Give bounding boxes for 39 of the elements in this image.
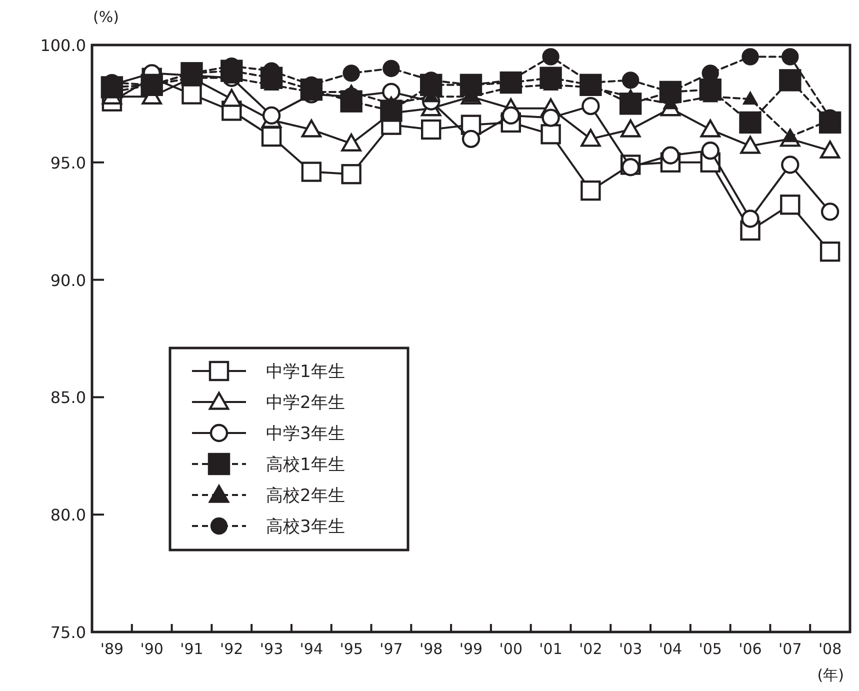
x-tick-label: '93 (260, 640, 284, 658)
legend-label: 中学3年生 (266, 424, 345, 444)
x-tick-label: '99 (459, 640, 483, 658)
legend-item: 中学2年生 (192, 390, 345, 413)
x-tick-label: '98 (419, 640, 443, 658)
legend-item: 中学1年生 (192, 360, 345, 382)
x-tick-label: '97 (380, 640, 403, 658)
x-tick-label: '06 (738, 640, 762, 658)
y-axis-title: (%) (93, 8, 119, 26)
legend-label: 高校3年生 (266, 517, 345, 537)
x-tick-label: '03 (618, 640, 642, 658)
x-tick-label: '91 (180, 640, 204, 658)
legend-label: 高校2年生 (266, 486, 345, 506)
x-tick-label: '95 (340, 640, 363, 658)
legend-label: 中学2年生 (266, 393, 345, 413)
y-tick-label: 80.0 (50, 506, 86, 525)
legend-item: 高校1年生 (192, 452, 345, 476)
x-tick-label: '92 (220, 640, 244, 658)
x-tick-label: '07 (778, 640, 802, 658)
x-tick-label: '02 (579, 640, 602, 658)
x-tick-label: '04 (658, 640, 682, 658)
legend-item: 高校2年生 (192, 484, 345, 506)
legend-label: 高校1年生 (266, 455, 345, 475)
legend-item: 中学3年生 (192, 424, 345, 444)
x-axis-title: (年) (817, 666, 844, 684)
x-tick-label: '01 (539, 640, 562, 658)
x-tick-label: '89 (100, 640, 124, 658)
x-tick-label: '05 (698, 640, 722, 658)
y-tick-label: 90.0 (50, 270, 86, 290)
x-tick-label: '90 (140, 640, 164, 658)
y-tick-label: 75.0 (50, 623, 86, 642)
legend-label: 中学1年生 (266, 362, 345, 382)
legend-item: 高校3年生 (192, 517, 345, 537)
y-tick-label: 100.0 (40, 36, 86, 55)
y-tick-label: 95.0 (50, 153, 86, 172)
x-tick-label: '08 (818, 640, 842, 658)
x-tick-label: '94 (300, 640, 324, 658)
y-tick-label: 85.0 (50, 388, 86, 408)
x-tick-label: '00 (499, 640, 523, 658)
